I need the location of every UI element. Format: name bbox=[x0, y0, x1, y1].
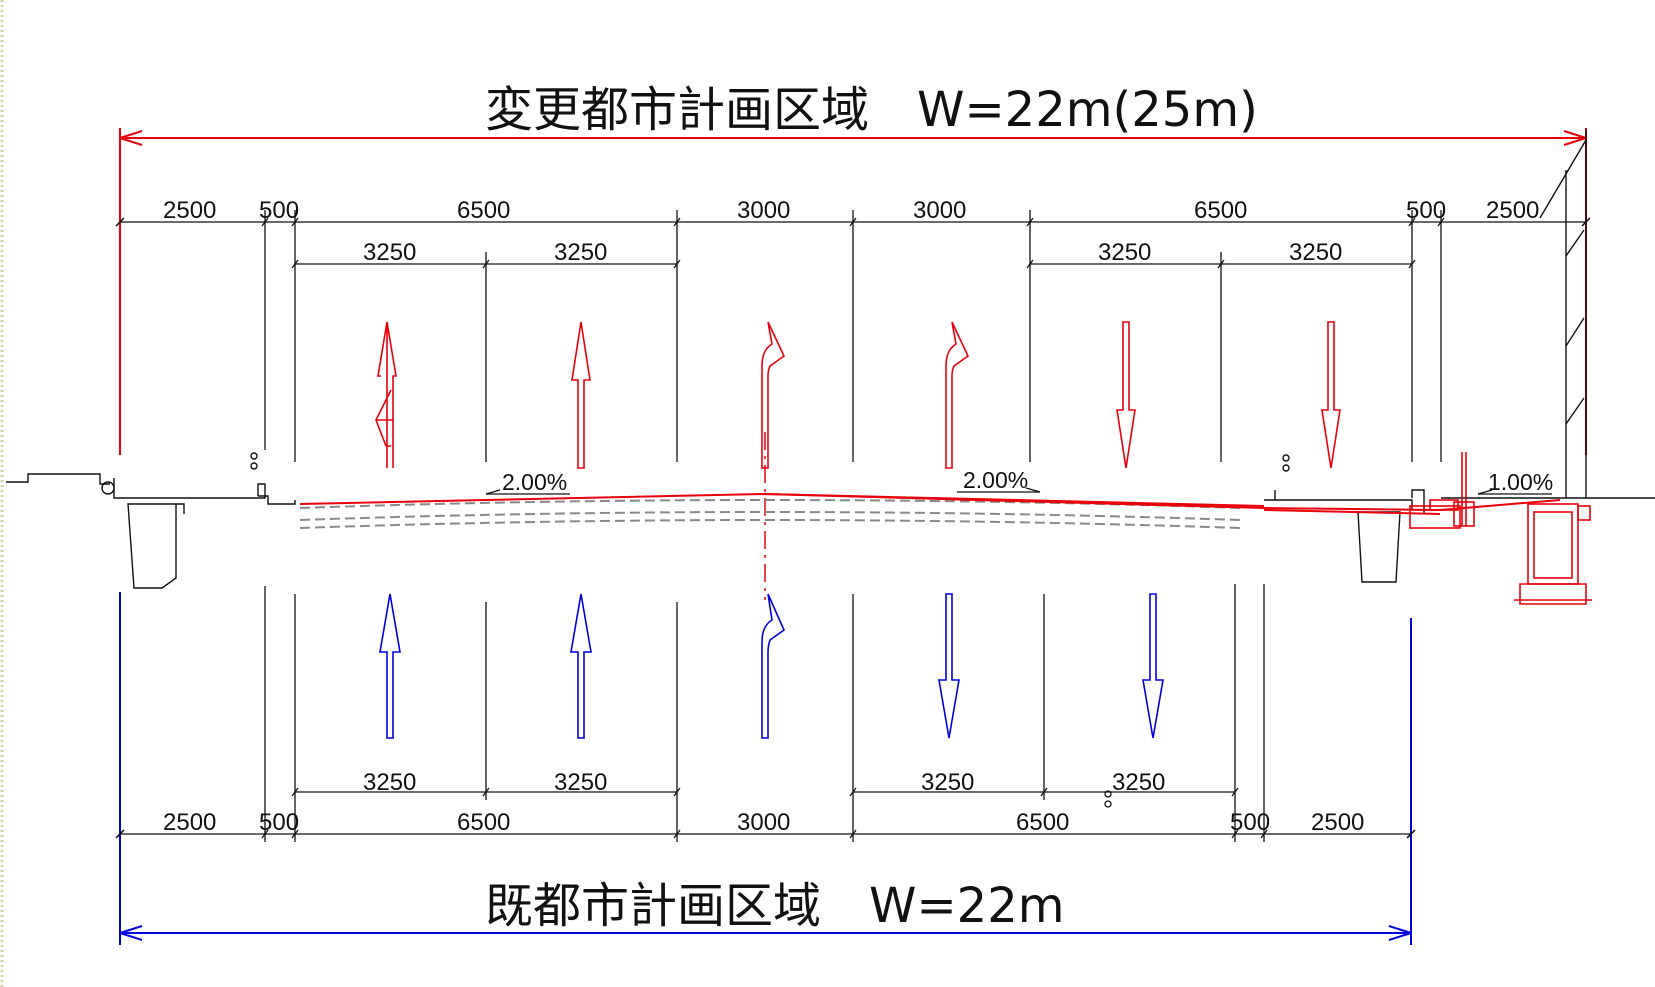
changed-arrow-lane-3-right bbox=[761, 321, 786, 469]
existing-width-turn-lane: 3000 bbox=[737, 809, 790, 836]
right-wall bbox=[1539, 130, 1587, 498]
changed-arrow-lane-2-straight bbox=[571, 321, 591, 469]
existing-lane-arrows bbox=[379, 593, 1164, 739]
changed-width-lanes-right: 6500 bbox=[1194, 197, 1247, 224]
existing-width-sidewalk-left: 2500 bbox=[163, 809, 216, 836]
existing-planning-area-title: 既都市計画区域 W=22m bbox=[485, 878, 1065, 934]
existing-width-labels: 2500 500 6500 3000 6500 500 2500 3250 32… bbox=[163, 769, 1364, 836]
existing-arrow-lane-3-right bbox=[761, 593, 785, 739]
changed-arrow-lane-6-down bbox=[1321, 321, 1341, 469]
existing-arrow-lane-4-down bbox=[938, 593, 960, 739]
existing-dimension-lines bbox=[115, 584, 1416, 842]
changed-width-lanes-left: 6500 bbox=[457, 197, 510, 224]
existing-width-curb-left: 500 bbox=[259, 809, 299, 836]
existing-arrow-lane-2-up bbox=[570, 593, 592, 739]
existing-lane-width-3: 3250 bbox=[921, 769, 974, 796]
changed-arrow-lane-4-right bbox=[945, 321, 970, 469]
existing-lane-width-2: 3250 bbox=[554, 769, 607, 796]
changed-width-labels: 2500 500 6500 3000 3000 6500 500 2500 32… bbox=[163, 197, 1539, 266]
changed-planning-area-title: 変更都市計画区域 W=22m(25m) bbox=[485, 82, 1258, 138]
changed-pavement-surface bbox=[299, 492, 1561, 515]
existing-lane-width-1: 3250 bbox=[363, 769, 416, 796]
existing-arrow-lane-1-up bbox=[379, 593, 401, 739]
existing-width-curb-right: 500 bbox=[1230, 809, 1270, 836]
changed-arrow-lane-1-straight-left bbox=[375, 321, 397, 468]
changed-width-curb-left: 500 bbox=[259, 197, 299, 224]
changed-width-turn-lane: 3000 bbox=[737, 197, 790, 224]
changed-width-turn-lane-2: 3000 bbox=[913, 197, 966, 224]
existing-width-sidewalk-right: 2500 bbox=[1311, 809, 1364, 836]
changed-lane-width-2: 3250 bbox=[554, 239, 607, 266]
slope-labels: 2.00% 2.00% 1.00% bbox=[485, 467, 1553, 495]
existing-area-extent bbox=[119, 592, 1412, 945]
changed-lane-width-1: 3250 bbox=[363, 239, 416, 266]
existing-width-lanes-right: 6500 bbox=[1016, 809, 1069, 836]
changed-width-sidewalk-right: 2500 bbox=[1486, 197, 1539, 224]
changed-lane-width-4: 3250 bbox=[1289, 239, 1342, 266]
changed-right-structures bbox=[1409, 452, 1592, 605]
changed-arrow-lane-5-down bbox=[1116, 321, 1136, 469]
changed-lane-width-3: 3250 bbox=[1098, 239, 1151, 266]
existing-lane-width-4: 3250 bbox=[1112, 769, 1165, 796]
slope-right: 2.00% bbox=[963, 467, 1028, 493]
slope-sidewalk: 1.00% bbox=[1488, 469, 1553, 495]
slope-left: 2.00% bbox=[502, 469, 567, 495]
changed-width-sidewalk-left: 2500 bbox=[163, 197, 216, 224]
existing-arrow-lane-5-down bbox=[1142, 593, 1164, 739]
changed-width-curb-right: 500 bbox=[1406, 197, 1446, 224]
existing-width-lanes-left: 6500 bbox=[457, 809, 510, 836]
changed-dimension-lines bbox=[115, 210, 1591, 462]
changed-lane-arrows bbox=[375, 321, 1341, 469]
